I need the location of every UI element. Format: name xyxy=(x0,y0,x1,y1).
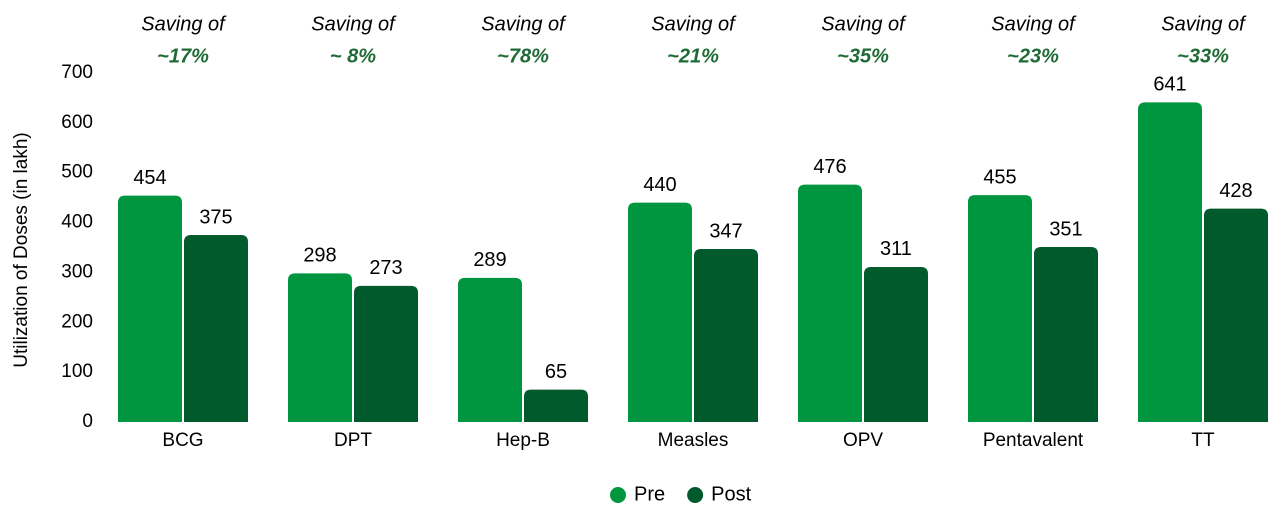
bar xyxy=(458,277,522,422)
bar xyxy=(1204,208,1268,422)
bar xyxy=(864,266,928,422)
y-tick-label: 300 xyxy=(61,261,93,282)
value-label: 347 xyxy=(709,220,742,242)
value-label: 311 xyxy=(880,238,912,260)
value-label: 641 xyxy=(1153,74,1186,96)
value-label: 298 xyxy=(303,245,336,267)
annotation: Saving of xyxy=(311,13,397,35)
y-tick-label: 700 xyxy=(61,62,93,83)
annotation-saving: ~ 8% xyxy=(330,45,376,67)
legend-marker xyxy=(610,487,626,503)
value-label: 440 xyxy=(643,174,676,196)
y-tick-label: 600 xyxy=(61,112,93,133)
legend-label: Post xyxy=(711,483,751,505)
annotation-saving: ~21% xyxy=(667,45,719,67)
annotation: Saving of xyxy=(1161,13,1247,35)
value-label: 428 xyxy=(1219,180,1252,202)
legend-marker xyxy=(687,487,704,503)
annotation: Saving of xyxy=(821,13,907,35)
annotation: Saving of xyxy=(141,13,227,35)
x-tick-label: Measles xyxy=(658,430,729,451)
value-label: 454 xyxy=(133,167,166,189)
y-tick-label: 0 xyxy=(82,411,93,432)
annotation: Saving of xyxy=(651,13,737,35)
bar xyxy=(968,195,1032,422)
annotation-saving: ~78% xyxy=(497,45,549,67)
value-label: 289 xyxy=(473,249,506,271)
value-label: 476 xyxy=(813,156,846,178)
value-label: 273 xyxy=(369,257,402,279)
bar xyxy=(1138,102,1202,423)
annotation-saving: ~23% xyxy=(1007,45,1059,67)
annotation-saving: ~17% xyxy=(157,45,209,67)
annotation: Saving of xyxy=(481,13,567,35)
legend-label: Pre xyxy=(634,483,665,505)
annotation-saving: ~33% xyxy=(1177,45,1229,67)
value-label: 351 xyxy=(1049,218,1082,240)
annotation: Saving of xyxy=(991,13,1077,35)
value-label: 375 xyxy=(199,206,232,228)
y-axis-label: Utilization of Doses (in lakh) xyxy=(11,132,32,367)
y-tick-label: 100 xyxy=(61,361,93,382)
x-tick-label: Hep-B xyxy=(496,430,550,451)
value-label: 65 xyxy=(545,361,567,383)
bar xyxy=(118,195,182,422)
annotation-saving: ~35% xyxy=(837,45,889,67)
x-tick-label: BCG xyxy=(162,430,203,451)
bar xyxy=(524,389,588,422)
x-tick-label: Pentavalent xyxy=(983,430,1084,451)
y-tick-label: 200 xyxy=(61,311,93,332)
x-tick-label: TT xyxy=(1191,430,1215,451)
x-tick-label: DPT xyxy=(334,430,372,451)
bar xyxy=(628,202,692,422)
bar xyxy=(354,285,418,422)
bar xyxy=(1034,247,1098,422)
bar xyxy=(288,273,352,422)
bar xyxy=(184,235,248,422)
y-tick-label: 500 xyxy=(61,162,93,183)
bar xyxy=(798,184,862,422)
bar xyxy=(694,248,758,422)
x-tick-label: OPV xyxy=(843,430,883,451)
y-tick-label: 400 xyxy=(61,212,93,233)
value-label: 455 xyxy=(983,166,1016,188)
